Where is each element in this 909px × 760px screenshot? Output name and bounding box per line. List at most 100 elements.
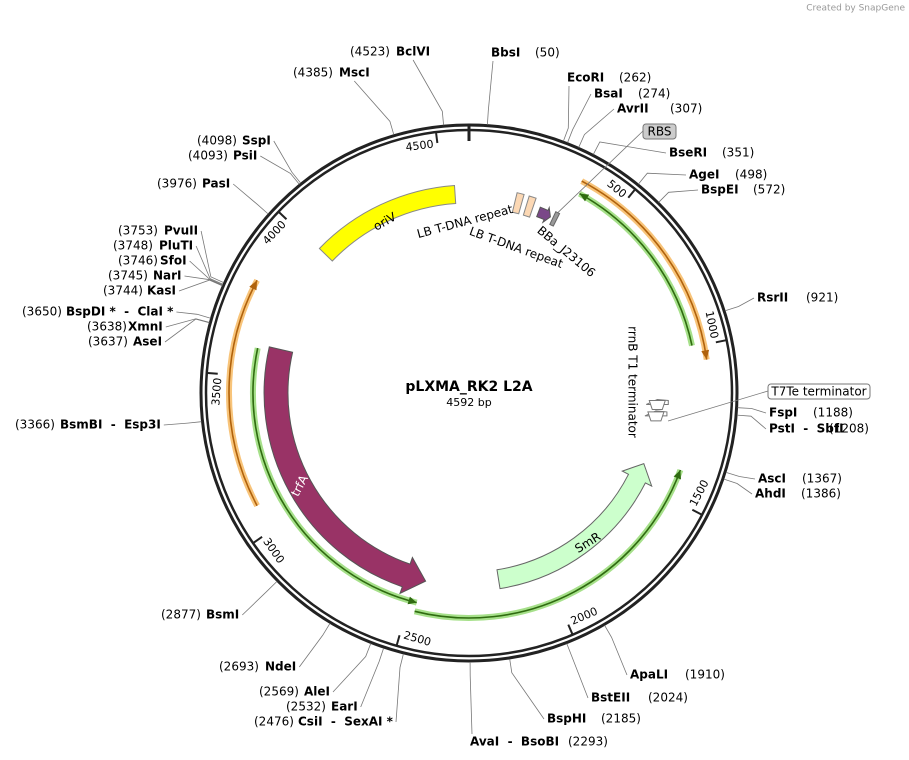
enzyme-position: (1910) <box>685 668 725 682</box>
enzyme-leader <box>509 658 545 720</box>
enzyme-position: (2293) <box>568 735 608 749</box>
enzyme-leader <box>395 653 404 723</box>
feature-label-box <box>767 383 871 400</box>
enzyme-name: AhdI <box>755 487 786 501</box>
enzyme-position: (307) <box>670 102 702 116</box>
enzyme-leader <box>412 59 444 126</box>
orf-arrowhead <box>249 280 258 291</box>
enzyme-position: (3748) <box>113 239 153 253</box>
orf-line <box>414 469 682 619</box>
enzyme-leader <box>566 643 589 699</box>
ruler-label: 2500 <box>402 629 432 649</box>
feature-rbs <box>549 211 561 227</box>
enzyme-name: BseRI <box>669 146 707 160</box>
enzyme-leader <box>165 318 210 328</box>
enzyme-leader <box>658 189 699 203</box>
enzyme-position: (3637) <box>88 335 128 349</box>
feature-label-box <box>642 123 677 140</box>
enzyme-position: (262) <box>619 71 651 85</box>
enzyme-name: PluTI <box>159 239 193 253</box>
ruler-tick <box>435 132 439 144</box>
enzyme-name: AseI <box>133 335 162 349</box>
enzyme-position: (3650) <box>22 305 62 319</box>
ruler-tick <box>691 508 702 516</box>
enzyme-leader <box>723 478 753 495</box>
enzyme-leader <box>567 93 592 143</box>
enzyme-name: BsaI <box>594 87 623 101</box>
enzyme-leader <box>604 625 628 676</box>
enzyme-leader <box>184 275 223 286</box>
enzyme-position: (3744) <box>103 284 143 298</box>
orf-line <box>228 279 258 507</box>
enzyme-position: (2693) <box>219 660 259 674</box>
enzyme-name: AleI <box>304 685 330 699</box>
enzyme-position: (1188) <box>813 406 853 420</box>
enzyme-name: FspI <box>769 406 797 420</box>
enzyme-position: (2532) <box>286 700 326 714</box>
enzyme-leader <box>638 172 687 185</box>
enzyme-position: (2877) <box>161 608 201 622</box>
orf-line <box>252 347 417 604</box>
plasmid-name: pLXMA_RK2 L2A <box>405 379 532 395</box>
enzyme-leader <box>176 311 211 319</box>
enzyme-leader <box>242 581 278 616</box>
enzyme-position: (2185) <box>601 712 641 726</box>
enzyme-position: (572) <box>753 183 785 197</box>
enzyme-name: BstEII <box>591 691 630 705</box>
enzyme-name: RsrII <box>757 291 788 305</box>
enzyme-position: (1208) <box>829 422 869 436</box>
ruler-label: 1000 <box>703 310 721 340</box>
ruler-label: 4000 <box>260 218 289 247</box>
ruler-tick <box>253 536 263 544</box>
enzyme-name: AvaI - BsoBI <box>470 735 559 749</box>
ruler-label: 4500 <box>405 138 434 154</box>
enzyme-position: (3638) <box>87 320 127 334</box>
enzyme-name: EcoRI <box>567 71 604 85</box>
enzyme-position: (498) <box>735 168 767 182</box>
ruler-label: 3000 <box>260 536 287 566</box>
enzyme-name: SspI <box>242 134 271 148</box>
enzyme-name: ApaLI <box>630 668 668 682</box>
feature-trfa <box>263 346 427 595</box>
enzyme-name: KasI <box>147 284 176 298</box>
ruler-tick <box>395 634 401 646</box>
enzyme-leader <box>332 643 372 693</box>
enzyme-leader <box>360 647 384 708</box>
plasmid-length: 4592 bp <box>446 396 491 409</box>
enzyme-leader <box>163 421 202 426</box>
enzyme-leader <box>737 414 767 430</box>
feature-label: RBS <box>648 125 672 139</box>
enzyme-name: MscI <box>339 66 370 80</box>
terminator <box>648 399 666 410</box>
enzyme-leader <box>232 183 269 215</box>
enzyme-name: BspEI <box>701 183 739 197</box>
feature-leader <box>667 390 769 422</box>
enzyme-name: EarI <box>331 700 358 714</box>
enzyme-position: (1386) <box>801 487 841 501</box>
feature-smr <box>496 462 653 590</box>
credit: Created by SnapGene <box>806 4 905 14</box>
enzyme-position: (3366) <box>15 418 55 432</box>
enzyme-position: (3753) <box>118 224 158 238</box>
enzyme-position: (921) <box>806 291 838 305</box>
enzyme-name: PvuII <box>164 224 198 238</box>
terminator <box>647 411 665 422</box>
enzyme-name: NdeI <box>265 660 296 674</box>
enzyme-position: (1367) <box>802 472 842 486</box>
enzyme-position: (3976) <box>157 177 197 191</box>
feature-lb-repeat <box>522 195 537 218</box>
enzyme-name: BsmBI - Esp3I <box>60 418 161 432</box>
enzyme-leader <box>469 661 473 735</box>
enzyme-leader <box>298 623 331 668</box>
enzyme-leader <box>164 318 210 343</box>
enzyme-leader <box>354 80 395 135</box>
feature-label: T7Te terminator <box>770 385 866 399</box>
ruler-tick <box>715 339 726 344</box>
enzyme-name: BbsI <box>491 46 520 60</box>
enzyme-name: PasI <box>202 177 230 191</box>
enzyme-name: PstI - SbfI <box>769 422 844 436</box>
feature-promoter <box>536 205 551 224</box>
enzyme-name: BspDI * - ClaI * <box>66 305 174 319</box>
enzyme-name: AgeI <box>689 168 719 182</box>
